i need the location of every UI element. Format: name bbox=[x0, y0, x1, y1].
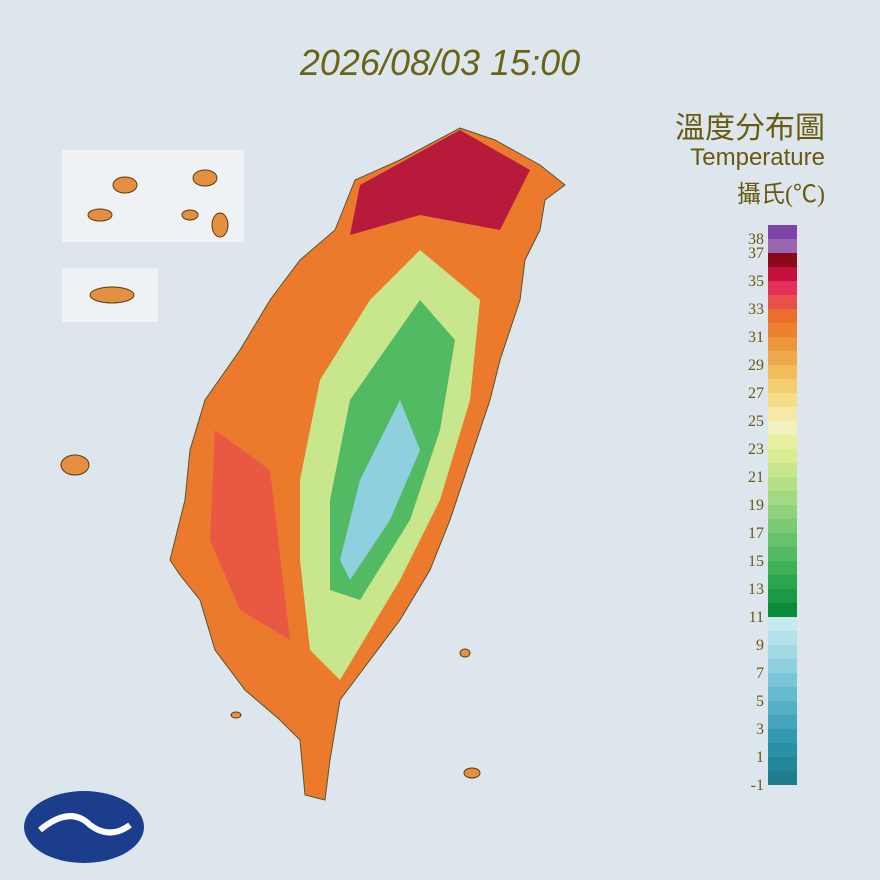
legend-label: 25 bbox=[748, 413, 764, 430]
legend-label: -1 bbox=[751, 777, 764, 794]
legend-label: 3 bbox=[756, 721, 764, 738]
timestamp: 2026/08/03 15:00 bbox=[299, 42, 580, 83]
legend-swatch bbox=[768, 239, 797, 253]
legend-swatch bbox=[768, 407, 797, 421]
legend-subtitle: Temperature bbox=[690, 144, 825, 171]
legend-swatch bbox=[768, 701, 797, 715]
hot-region bbox=[350, 130, 530, 235]
legend-swatch bbox=[768, 421, 797, 435]
legend-swatch bbox=[768, 575, 797, 589]
legend-label: 27 bbox=[748, 385, 764, 402]
legend-label: 37 bbox=[748, 245, 764, 262]
legend-swatch bbox=[768, 729, 797, 743]
legend-label: 17 bbox=[748, 525, 764, 542]
legend-swatch bbox=[768, 519, 797, 533]
islands bbox=[60, 169, 481, 779]
legend-swatch bbox=[768, 365, 797, 379]
legend-label: 11 bbox=[749, 609, 764, 626]
legend-swatch bbox=[768, 505, 797, 519]
legend-label: 35 bbox=[748, 273, 764, 290]
legend-swatch bbox=[768, 715, 797, 729]
legend-label: 29 bbox=[748, 357, 764, 374]
legend-swatch bbox=[768, 645, 797, 659]
legend-swatch bbox=[768, 757, 797, 771]
legend-swatch bbox=[768, 533, 797, 547]
legend-label: 19 bbox=[748, 497, 764, 514]
legend-swatch bbox=[768, 351, 797, 365]
legend-title: 溫度分布圖 bbox=[675, 112, 825, 145]
legend-swatch bbox=[768, 617, 797, 631]
legend-swatch bbox=[768, 477, 797, 491]
legend-label: 7 bbox=[756, 665, 764, 682]
legend-swatch bbox=[768, 449, 797, 463]
legend-swatch bbox=[768, 281, 797, 295]
legend-swatch bbox=[768, 631, 797, 645]
legend-swatch bbox=[768, 743, 797, 757]
legend-label: 9 bbox=[756, 637, 764, 654]
legend-label: 1 bbox=[756, 749, 764, 766]
legend-label: 31 bbox=[748, 329, 764, 346]
legend-swatch bbox=[768, 323, 797, 337]
legend-swatch bbox=[768, 603, 797, 617]
legend-unit: 攝氏(℃) bbox=[737, 181, 825, 208]
legend-swatch bbox=[768, 267, 797, 281]
legend-label: 21 bbox=[748, 469, 764, 486]
warm-region bbox=[210, 430, 290, 640]
peak-region bbox=[340, 400, 420, 580]
legend-swatch bbox=[768, 309, 797, 323]
legend-swatch bbox=[768, 379, 797, 393]
legend-swatch bbox=[768, 295, 797, 309]
legend-swatch bbox=[768, 393, 797, 407]
legend-label: 33 bbox=[748, 301, 764, 318]
legend-swatch bbox=[768, 253, 797, 267]
legend-label: 23 bbox=[748, 441, 764, 458]
legend-swatch bbox=[768, 659, 797, 673]
legend-label: 15 bbox=[748, 553, 764, 570]
legend-swatch bbox=[768, 337, 797, 351]
legend-swatch bbox=[768, 225, 797, 239]
legend-label: 5 bbox=[756, 693, 764, 710]
legend-swatch bbox=[768, 463, 797, 477]
legend-swatch bbox=[768, 687, 797, 701]
legend-swatch bbox=[768, 491, 797, 505]
legend-label: 13 bbox=[748, 581, 764, 598]
legend-swatch bbox=[768, 589, 797, 603]
logo-wave bbox=[38, 813, 132, 836]
legend-swatch bbox=[768, 673, 797, 687]
legend-label: 38 bbox=[748, 231, 764, 248]
logo bbox=[24, 791, 144, 863]
legend-swatch bbox=[768, 771, 797, 785]
legend-swatch bbox=[768, 435, 797, 449]
legend-swatch bbox=[768, 561, 797, 575]
legend-swatch bbox=[768, 547, 797, 561]
